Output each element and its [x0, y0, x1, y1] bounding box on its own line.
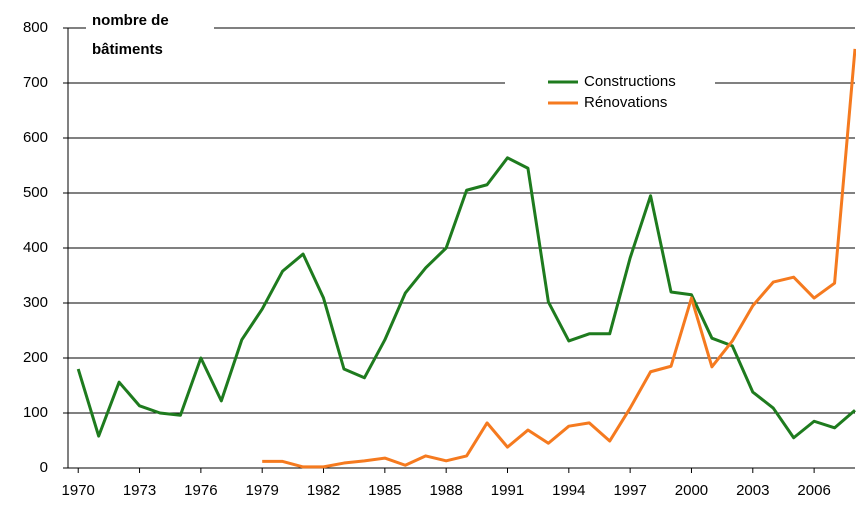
- x-tick-label: 2006: [797, 482, 830, 499]
- y-axis-label: bâtiments: [92, 41, 163, 58]
- x-tick-label: 1982: [307, 482, 340, 499]
- x-tick-label: 1970: [62, 482, 95, 499]
- x-tick-label: 2000: [675, 482, 708, 499]
- y-tick-label: 500: [23, 184, 48, 201]
- x-tick-label: 1985: [368, 482, 401, 499]
- legend-bg: [505, 68, 715, 114]
- x-tick-label: 1988: [429, 482, 462, 499]
- series-line: [76, 156, 856, 440]
- y-tick-label: 600: [23, 129, 48, 146]
- x-tick-label: 1991: [491, 482, 524, 499]
- x-tick-label: 1976: [184, 482, 217, 499]
- y-axis-label: nombre de: [92, 12, 169, 29]
- x-tick-label: 1997: [613, 482, 646, 499]
- x-tick-label: 1994: [552, 482, 585, 499]
- y-tick-label: 400: [23, 239, 48, 256]
- legend-label: Constructions: [584, 73, 676, 90]
- ylabel-bg: [86, 8, 214, 66]
- y-tick-label: 800: [23, 19, 48, 36]
- series-line: [262, 48, 856, 469]
- y-tick-label: 0: [40, 459, 48, 476]
- x-tick-label: 2003: [736, 482, 769, 499]
- legend-label: Rénovations: [584, 94, 667, 111]
- y-tick-label: 100: [23, 404, 48, 421]
- y-tick-label: 300: [23, 294, 48, 311]
- x-tick-label: 1979: [246, 482, 279, 499]
- y-tick-label: 200: [23, 349, 48, 366]
- y-tick-label: 700: [23, 74, 48, 91]
- x-tick-label: 1973: [123, 482, 156, 499]
